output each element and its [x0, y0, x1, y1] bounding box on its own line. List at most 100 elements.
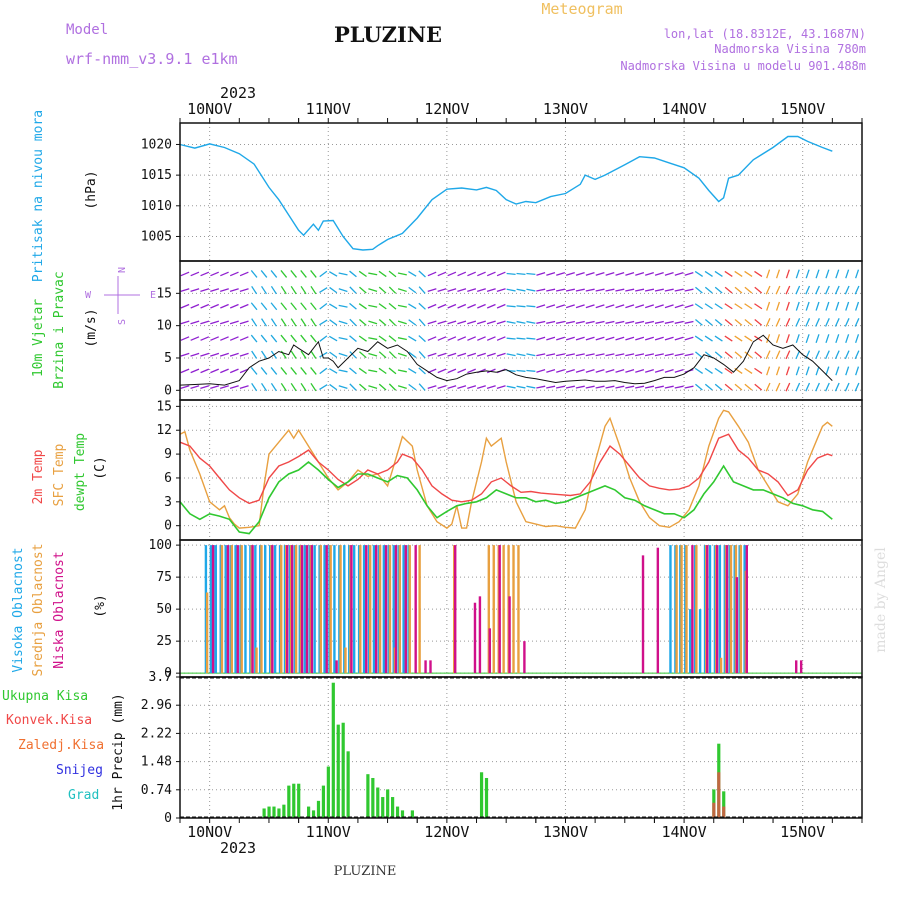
wind-arrow: [855, 334, 860, 344]
mid-cloud-bar: [280, 545, 283, 674]
model-label: Model: [66, 22, 108, 38]
wind-arrow: [359, 286, 367, 294]
wind-arrow: [644, 353, 655, 357]
wind-arrow: [844, 318, 850, 327]
wind-arrow: [467, 352, 477, 357]
wind-arrow: [506, 337, 516, 340]
wind-arrow: [805, 382, 811, 392]
wind-arrow: [575, 271, 585, 276]
wind-arrow: [775, 285, 781, 295]
cloud-unit: (%): [93, 594, 108, 617]
wind-arrow: [486, 320, 496, 325]
wind-arrow: [418, 286, 426, 294]
wind-arrow: [724, 303, 733, 310]
wind-arrow: [765, 318, 771, 327]
wind-arrow: [724, 383, 733, 391]
wind-arrow: [724, 319, 733, 326]
tick-label: 6: [164, 471, 172, 486]
wind-arrow: [408, 368, 417, 374]
wind-arrow: [349, 383, 357, 391]
wind-arrow: [674, 385, 684, 389]
wind-arrow: [486, 368, 496, 374]
wind-arrow: [408, 351, 417, 358]
wind-arrow: [486, 303, 496, 309]
wind-arrow: [418, 367, 426, 375]
wind-arrow: [674, 271, 684, 276]
wind-arrow: [229, 368, 239, 374]
wind-arrow: [854, 350, 860, 360]
low-cloud-bar: [735, 577, 739, 674]
high-cloud-bar: [264, 545, 267, 674]
wind-arrow: [397, 369, 407, 373]
wind-arrow: [506, 320, 516, 324]
low-cloud-bar: [706, 545, 709, 674]
wind-arrow: [220, 303, 229, 309]
wind-arrow: [408, 286, 417, 294]
tick-label: 5: [164, 351, 172, 366]
wind-arrow: [260, 366, 268, 375]
model-elevation-label: Nadmorska Visina u modelu 901.488m: [620, 59, 866, 73]
wind-arrow: [300, 270, 307, 278]
wind-arrow: [329, 383, 338, 391]
tick-label: 0: [164, 519, 172, 534]
wind-arrow: [457, 336, 467, 341]
wind-arrow: [437, 288, 447, 293]
pressure-frame: [179, 122, 863, 262]
wind-arrow: [349, 286, 357, 294]
wind-arrow: [754, 270, 763, 277]
wind-arrow: [397, 352, 407, 357]
wind-arrow: [310, 366, 317, 375]
wind-arrow: [338, 304, 348, 308]
high-cloud-bar: [273, 545, 277, 674]
low-cloud-bar: [656, 547, 660, 674]
precip-legend-total: Ukupna Kisa: [2, 689, 88, 704]
wind-arrow: [555, 288, 566, 292]
wind-arrow: [625, 304, 635, 309]
wind-arrow: [825, 301, 830, 311]
precip-legend-snow: Snijeg: [56, 763, 103, 778]
day-label-bottom: 15NOV: [780, 823, 825, 841]
wind-arrow: [280, 318, 287, 327]
wind-arrow: [310, 334, 317, 343]
wind-arrow: [477, 271, 486, 277]
wind-arrow: [645, 304, 654, 309]
mid-cloud-bar: [359, 545, 362, 674]
wind-arrow: [615, 320, 625, 324]
wind-arrow: [397, 337, 407, 341]
station-title: PLUZINE: [334, 22, 442, 47]
wind-arrow: [427, 352, 437, 357]
wind-arrow: [684, 304, 694, 309]
precip-total-bar: [262, 808, 266, 818]
wind-arrow: [290, 366, 297, 375]
wind-arrow: [744, 270, 753, 277]
wind-arrow: [526, 272, 536, 275]
wind-arrow: [467, 385, 477, 390]
mid-cloud-bar: [502, 545, 505, 674]
wind-arrow: [595, 320, 605, 324]
wind-arrow: [437, 320, 447, 325]
wind-arrow: [765, 285, 771, 295]
wind-arrow: [260, 302, 268, 311]
wind-arrow: [815, 269, 820, 279]
wind-arrow: [795, 285, 801, 295]
wind-arrow: [190, 385, 200, 390]
wind-arrow: [427, 271, 437, 277]
tick-label: 1020: [141, 137, 172, 152]
low-cloud-bar: [523, 641, 526, 674]
tick-labels: 1005101010151020051015036912150255075100…: [141, 137, 180, 826]
wind-arrow: [694, 367, 704, 374]
wind-arrow: [349, 367, 357, 375]
day-label-top: 14NOV: [662, 100, 707, 118]
precip-total-bar: [381, 797, 385, 818]
tick-label: 75: [156, 570, 172, 585]
wind-arrow: [765, 382, 771, 392]
wind-arrow: [684, 385, 694, 389]
tick-label: 9: [164, 447, 172, 462]
precip-total-bar: [386, 789, 390, 818]
wind-arrow: [319, 270, 328, 278]
wind-arrow: [674, 353, 684, 357]
wind-arrow: [565, 385, 575, 389]
mid-cloud-bar: [680, 545, 683, 674]
wind-arrow: [300, 285, 307, 295]
tick-label: 2.22: [141, 726, 172, 741]
